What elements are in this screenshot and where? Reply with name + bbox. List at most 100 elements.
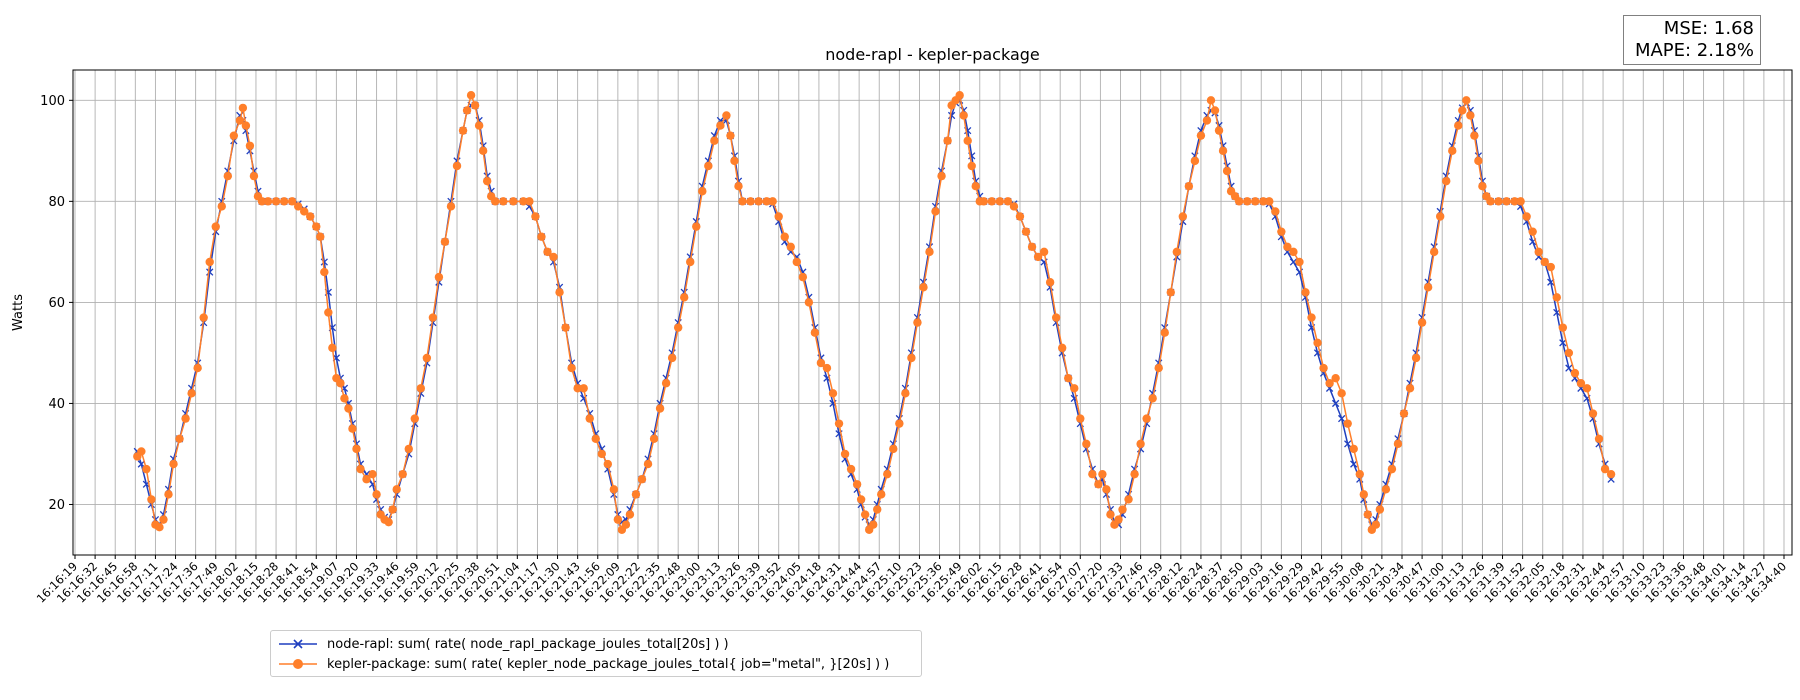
data-point [869,520,878,529]
data-point [306,212,315,221]
data-point [901,389,910,398]
data-point [1363,510,1373,519]
data-point [1094,480,1103,489]
data-point [943,136,952,145]
data-point [673,323,683,332]
data-point [287,197,297,206]
data-point [519,197,528,206]
data-point [937,171,946,181]
data-point [1289,258,1298,266]
data-point [1015,212,1025,221]
data-point [1106,510,1115,519]
data-point [1570,368,1580,378]
data-point [446,202,456,211]
data-point [1510,197,1519,206]
data-point [567,363,576,373]
data-point [786,242,795,252]
data-point [621,520,631,529]
data-point [834,419,844,428]
data-point [889,444,898,454]
data-point [1470,131,1479,140]
data-point [1196,131,1206,140]
data-point [649,434,659,444]
data-point [1359,490,1368,499]
data-point [1070,384,1079,393]
data-point [698,187,707,196]
data-point [466,91,476,100]
data-point [211,222,220,231]
legend: node-rapl: sum( rate( node_rapl_package_… [270,630,922,677]
data-point [1051,313,1061,322]
data-point [1355,469,1364,479]
data-point [328,343,337,353]
legend-item-node-rapl: node-rapl: sum( rate( node_rapl_package_… [279,634,729,654]
data-point [1313,338,1322,348]
data-point [1381,485,1391,494]
data-point [792,257,802,267]
data-point [1154,363,1163,373]
data-point [1283,242,1292,252]
data-point [822,363,832,373]
data-point [223,171,233,181]
data-point [1259,197,1268,206]
data-point [482,176,492,186]
data-point [1295,257,1304,267]
data-point [828,389,838,398]
data-point [1606,469,1616,479]
legend-item-kepler-package: kepler-package: sum( rate( kepler_node_p… [279,654,889,674]
data-point [499,197,508,206]
data-point [1600,464,1610,474]
data-point [1338,414,1346,423]
data-point [1033,252,1043,262]
data-point [1003,197,1013,206]
data-point [241,121,251,130]
data-point [667,353,677,363]
data-point [245,141,255,150]
data-point [1466,111,1475,120]
data-point [422,353,432,363]
data-point [573,384,582,393]
data-point [1546,262,1555,272]
chart-title: node-rapl - kepler-package [825,45,1040,64]
data-point [1088,469,1097,479]
data-point [1114,515,1123,524]
data-point [1057,343,1067,353]
data-point [1588,409,1598,418]
data-point [1594,434,1604,444]
x-marker-icon [279,639,317,649]
data-point [531,212,540,221]
data-point [1190,156,1200,166]
data-point [1251,197,1260,206]
data-point [1178,212,1188,221]
data-point [1148,394,1157,403]
data-point [692,222,701,231]
data-point [1098,469,1107,479]
data-point [1462,96,1471,105]
series-kepler-package [133,91,1616,534]
data-point [987,197,997,206]
data-point [1021,227,1031,236]
data-point [147,495,156,504]
data-point [1435,212,1445,221]
data-point [1474,156,1483,166]
data-point [995,197,1005,206]
data-point [1343,419,1352,428]
data-point [925,247,934,257]
data-point [470,101,480,110]
data-point [1009,202,1019,211]
mape-value: MAPE: 2.18% [1634,40,1754,61]
data-point [1375,505,1385,514]
data-point [625,510,635,519]
data-point [324,308,333,317]
data-point [525,197,534,206]
data-point [913,318,922,327]
data-point [1393,439,1403,449]
data-point [1423,283,1433,292]
data-point [279,197,289,206]
data-point [1102,485,1111,494]
data-point [1142,414,1151,423]
data-point [509,197,518,206]
data-point [1210,106,1220,115]
data-point [537,232,546,241]
